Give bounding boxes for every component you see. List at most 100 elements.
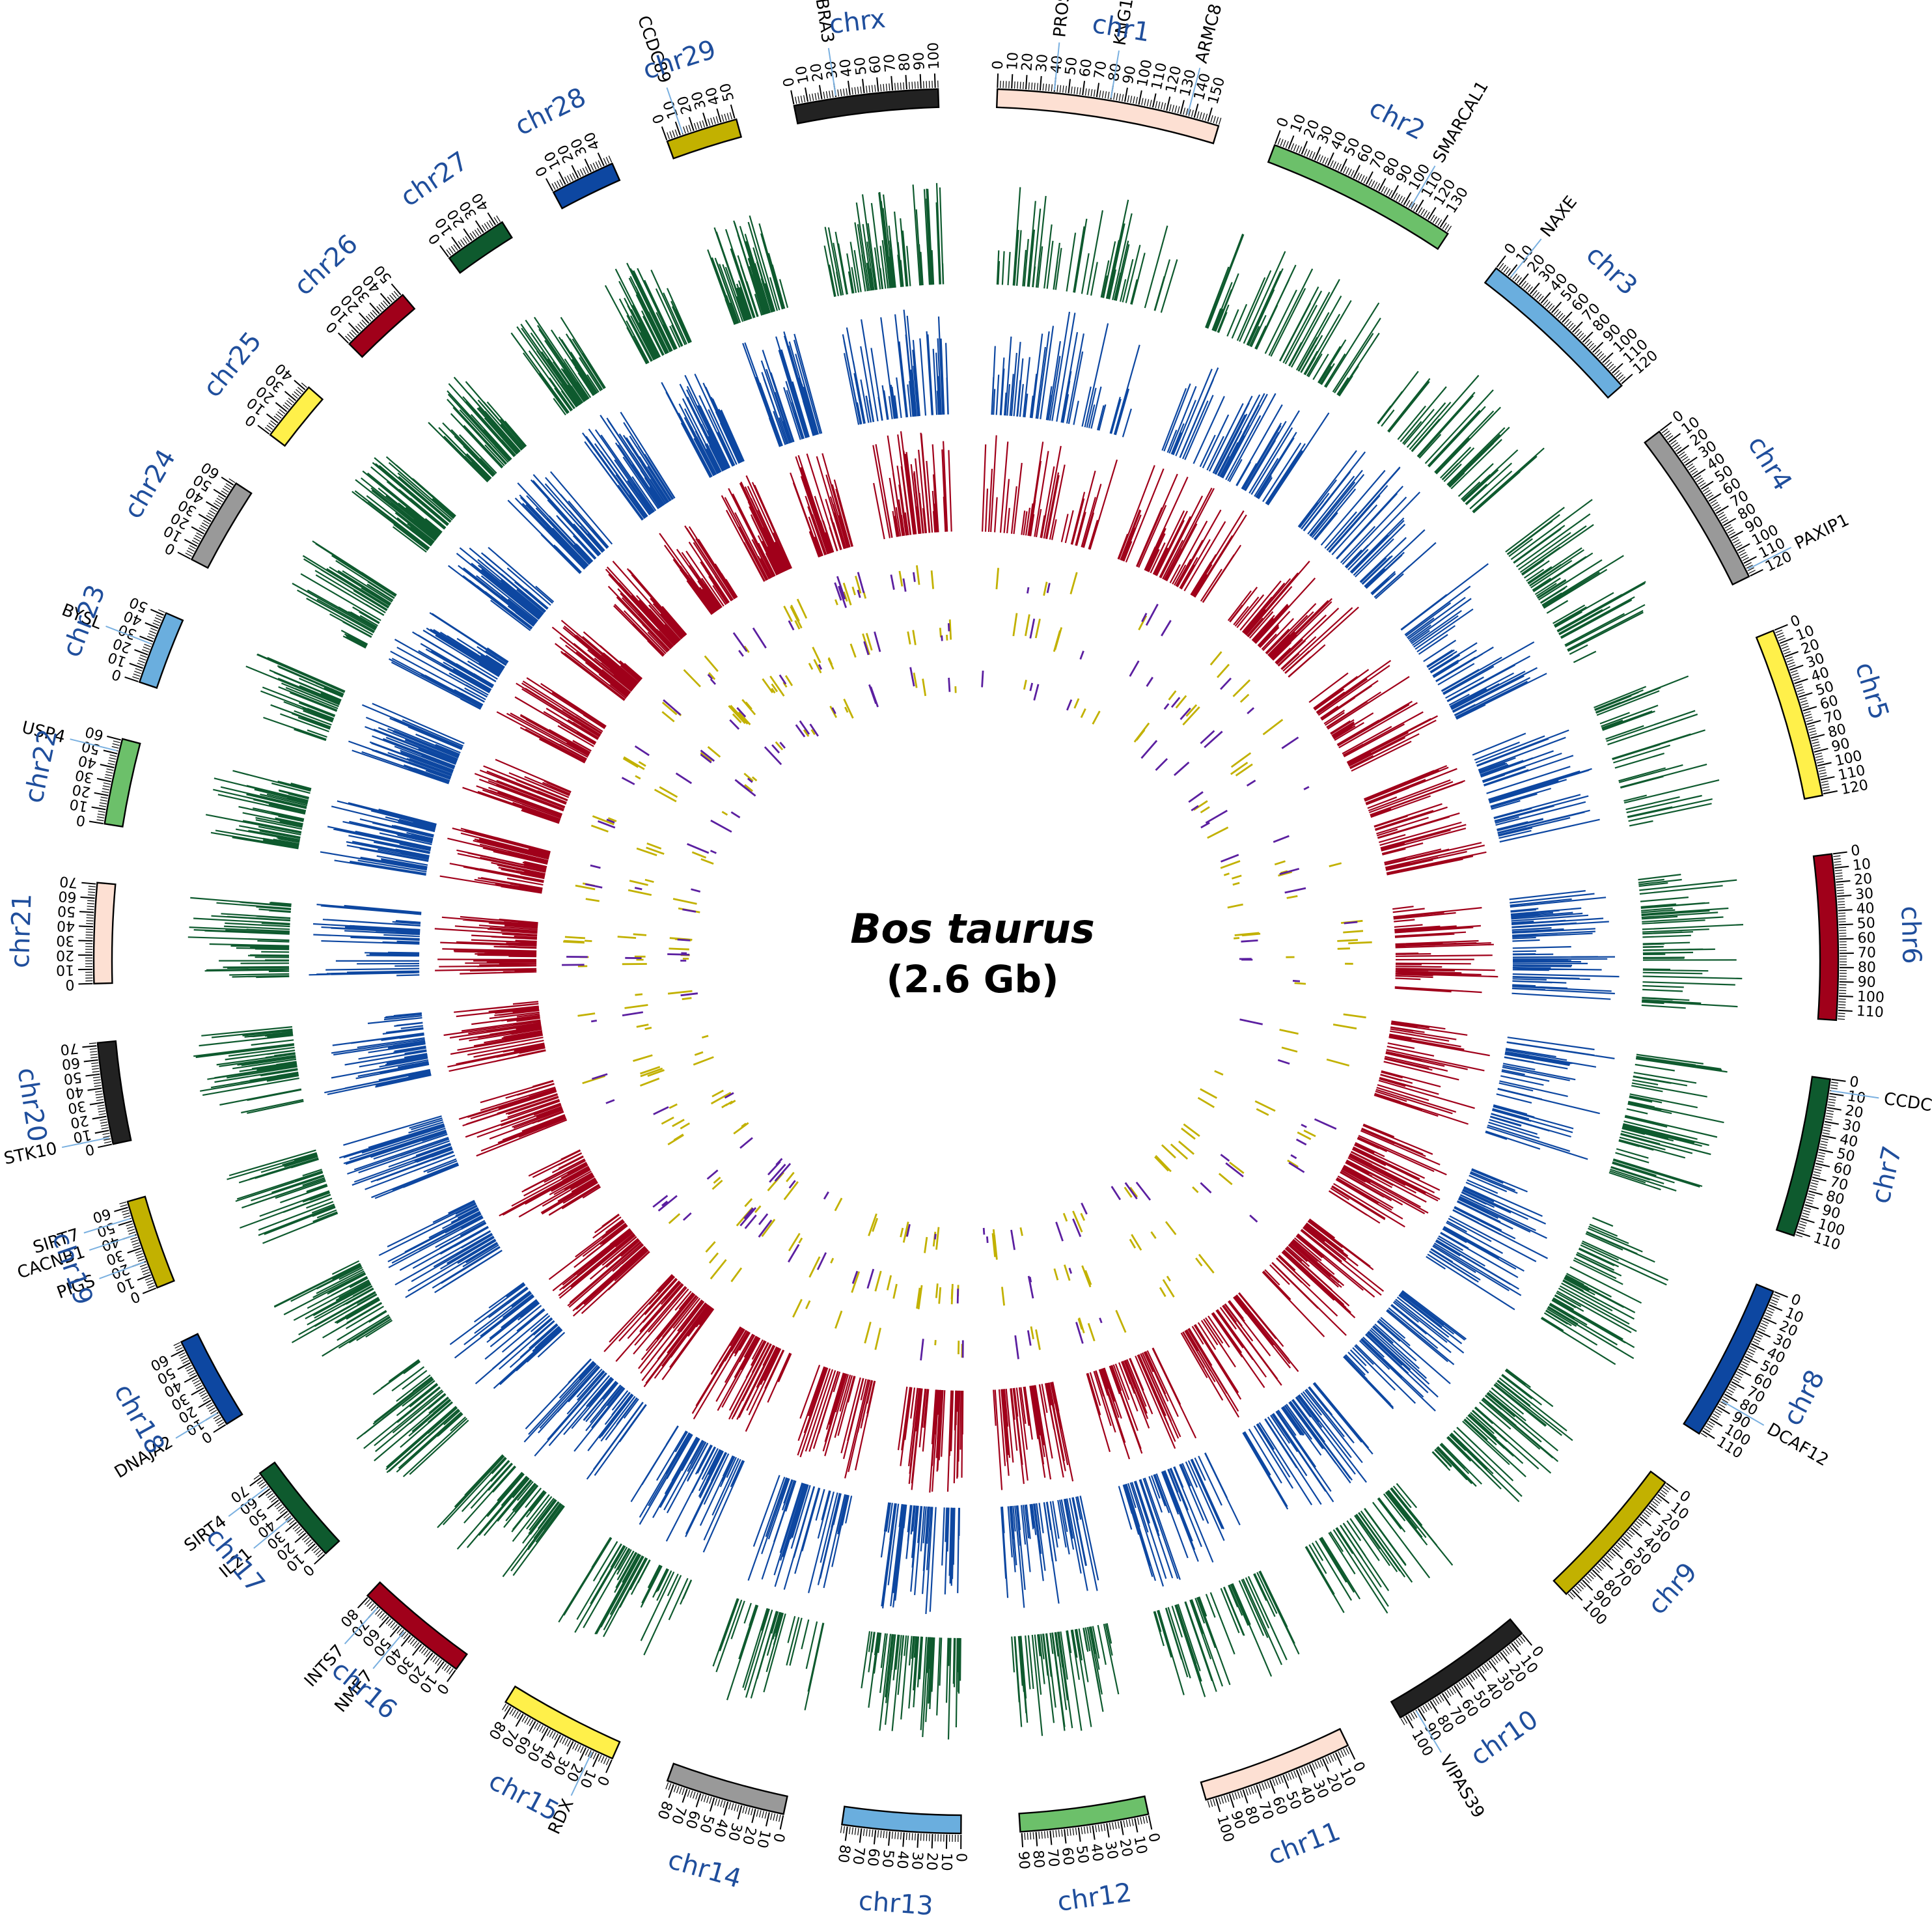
gene-label-stk10: STK10 [2,1139,59,1169]
tick-label: 50 [1062,56,1081,76]
tick-label: 50 [57,902,76,920]
gene-pointer [253,1517,292,1549]
tick-label: 60 [58,887,77,905]
gene-pointer [70,738,117,751]
genome-size: (2.6 Gb) [886,957,1058,1001]
gene-pointer [1510,238,1542,277]
chromosome-label-chr23: chr23 [57,581,111,662]
tick-label: 40 [1856,900,1875,918]
gene-pointer [344,1608,378,1645]
tick-label: 10 [938,1852,955,1871]
chromosome-label-chr12: chr12 [1056,1878,1134,1917]
tick-label: 10 [68,795,89,814]
gene-pointer [1110,50,1120,98]
chromosome-label-chr5: chr5 [1849,659,1895,723]
tick-label: 10 [1004,51,1021,70]
tick-label: 0 [780,76,798,89]
gene-label-smarcal1: SMARCAL1 [1429,77,1493,166]
gene-pointer [99,1261,145,1279]
tick-label: 80 [835,1844,853,1864]
tick-label: 10 [753,1828,773,1850]
chromosome-label-chr28: chr28 [510,82,590,142]
tick-label: 0 [65,976,75,992]
tick-label: 20 [56,947,74,963]
tick-label: 20 [923,1852,940,1871]
gene-pointer [83,1218,130,1234]
gene-pointer [175,1412,217,1439]
gene-pointer [228,1486,268,1517]
tick-label: 60 [864,1847,882,1867]
chromosome-label-chr7: chr7 [1866,1143,1908,1206]
tick-label: 40 [1087,1843,1106,1863]
tick-label: 20 [1019,52,1036,72]
tick-label: 50 [879,1849,896,1869]
tick-label: 40 [1838,1131,1859,1150]
tick-label: 70 [1858,945,1876,961]
gene-pointer [105,625,151,645]
chromosome-label-chr9: chr9 [1642,1557,1704,1621]
tick-label: 30 [1034,53,1051,73]
tick-label: 100 [1856,988,1884,1006]
tick-label: 70 [59,872,78,890]
chromosome-label-chr22: chr22 [19,727,64,806]
tick-label: 70 [59,1039,79,1057]
tick-label: 10 [1846,1088,1866,1107]
tick-label: 30 [66,1097,87,1116]
tick-label: 70 [1044,1848,1062,1867]
tick-label: 90 [1120,64,1140,85]
tick-label: 80 [896,52,914,72]
tick-label: 0 [769,1831,787,1844]
tick-label: 20 [1116,1837,1135,1858]
tick-label: 40 [893,1850,911,1870]
tick-label: 110 [1856,1003,1884,1021]
chromosome-label-chr21: chr21 [5,893,38,969]
gene-pointer [1410,165,1436,208]
gene-label-paxip1: PAXIP1 [1791,510,1852,554]
data-track-5 [562,572,1358,1361]
tick-label: 60 [1077,58,1096,78]
tick-label: 10 [1130,1835,1150,1856]
tick-label: 20 [1853,870,1873,888]
chromosome-label-chr18: chr18 [108,1379,171,1459]
tick-label: 30 [74,766,95,786]
data-track-4 [563,565,1372,1358]
chromosome-label-chr27: chr27 [395,146,474,213]
data-tracks [187,183,1744,1740]
gene-pointer [61,1137,109,1149]
tick-label: 20 [808,62,827,83]
gene-pointer [570,1751,593,1796]
tick-label: 20 [71,781,92,800]
tick-label: 60 [1857,930,1876,947]
chromosome-label-chr8: chr8 [1778,1365,1831,1430]
tick-label: 10 [1852,856,1872,874]
tick-label: 70 [1092,60,1111,80]
gene-pointer [1416,1710,1442,1753]
tick-label: 30 [1841,1117,1862,1136]
tick-label: 40 [837,58,855,78]
tick-label: 40 [57,917,76,934]
tick-label: 30 [1101,1840,1120,1861]
tick-label: 30 [56,932,75,949]
tick-label: 90 [911,51,928,70]
gene-pointer [372,1631,405,1669]
